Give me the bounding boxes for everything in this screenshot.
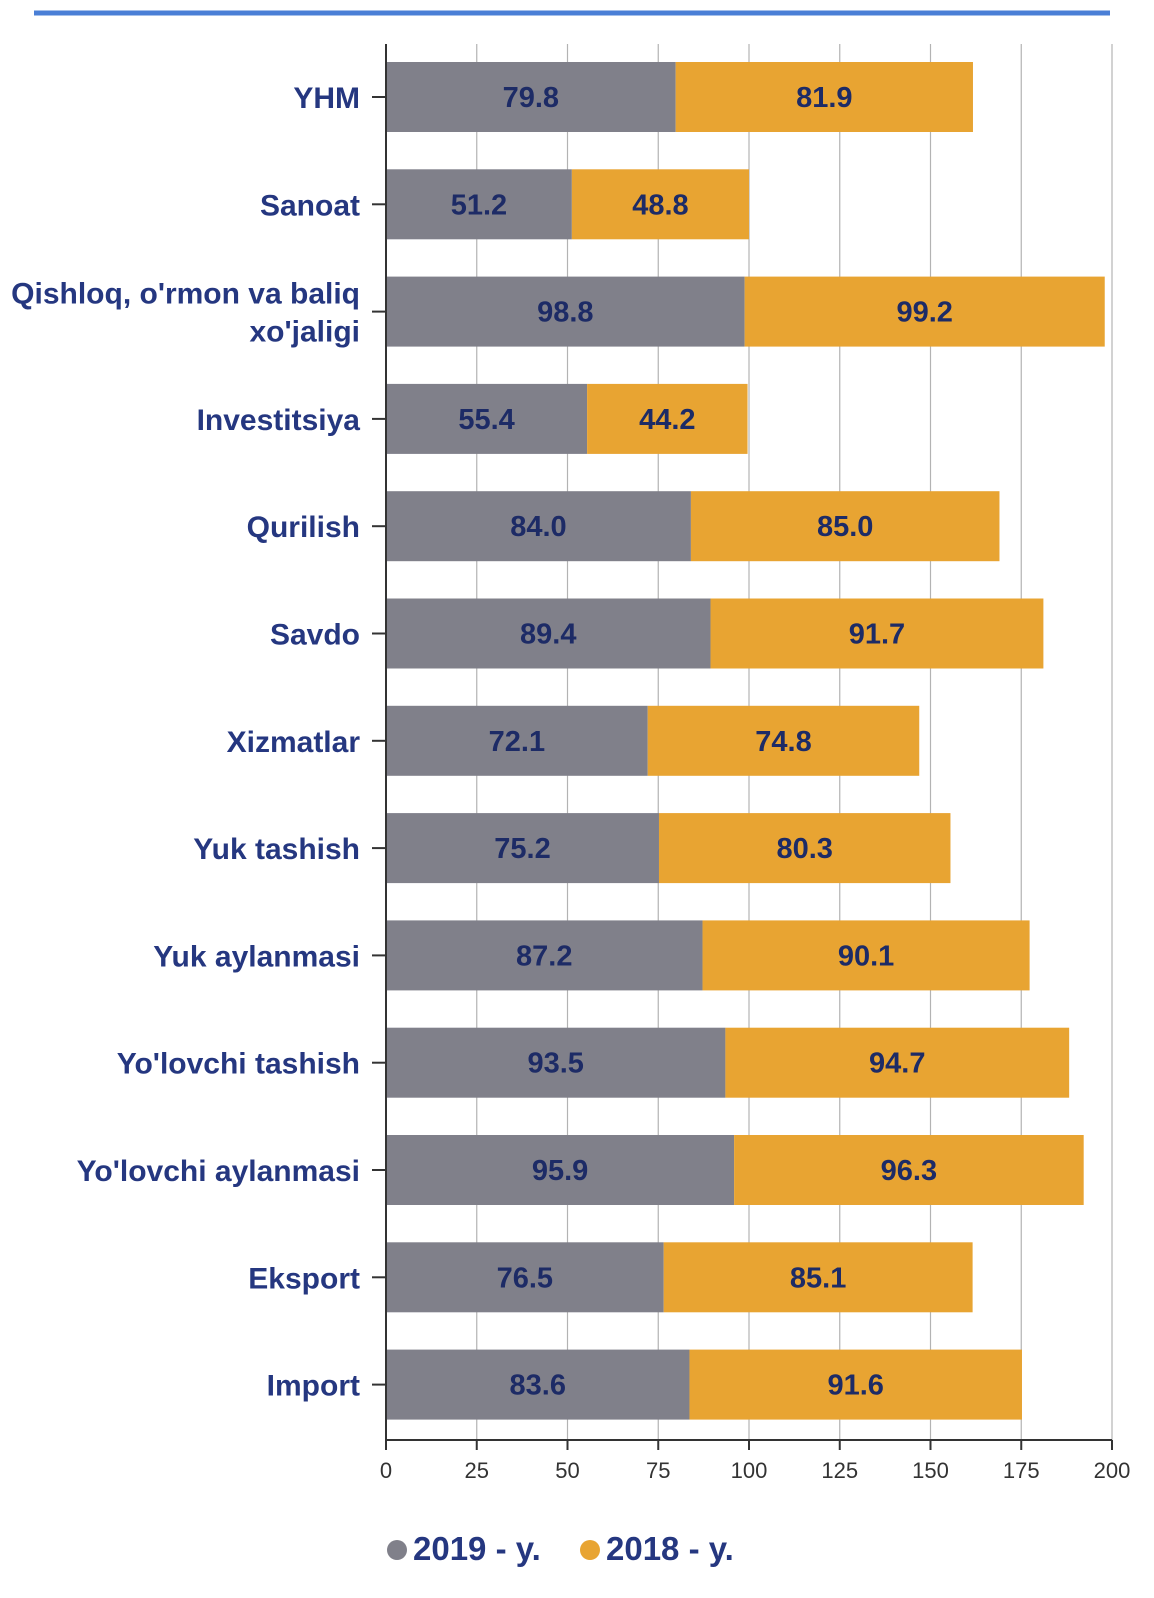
data-label-2019-2: 98.8 — [537, 297, 593, 329]
data-label-2019-10: 95.9 — [532, 1155, 588, 1187]
category-label-12: Import — [267, 1370, 360, 1403]
category-label-5: Savdo — [270, 619, 360, 652]
bar-2018-11 — [663, 1242, 973, 1313]
data-label-2019-6: 72.1 — [489, 726, 545, 758]
x-tick-label-25: 25 — [465, 1458, 489, 1483]
category-label-10: Yo'lovchi aylanmasi — [77, 1155, 360, 1188]
bar-2019-1 — [386, 169, 572, 240]
x-tick-label-75: 75 — [646, 1458, 670, 1483]
bar-2018-5 — [710, 598, 1044, 669]
bar-2019-10 — [386, 1135, 735, 1205]
category-label-3: Investitsiya — [197, 404, 361, 437]
bar-2018-10 — [734, 1135, 1084, 1205]
data-label-2018-11: 85.1 — [790, 1262, 846, 1294]
data-label-2018-5: 91.7 — [849, 619, 905, 651]
data-label-2019-1: 51.2 — [451, 189, 507, 221]
data-label-2019-4: 84.0 — [510, 511, 566, 543]
data-label-2019-5: 89.4 — [520, 619, 576, 651]
x-tick-label-0: 0 — [380, 1458, 392, 1483]
category-label-1: Sanoat — [260, 189, 360, 222]
category-label-11: Eksport — [248, 1262, 360, 1295]
bar-2018-12 — [689, 1349, 1022, 1420]
data-label-2019-7: 75.2 — [494, 833, 550, 865]
legend-marker-2019 — [387, 1540, 407, 1560]
bar-2019-8 — [386, 920, 703, 991]
bars: 79.8 81.9 51.2 48.8 98.8 99.2 55.4 44.2 84.0 85.0… — [386, 62, 1105, 1420]
x-tick-label-175: 175 — [1003, 1458, 1040, 1483]
data-label-2019-8: 87.2 — [516, 940, 572, 972]
data-label-2019-12: 83.6 — [510, 1370, 566, 1402]
category-labels: YHM Sanoat Qishloq, o'rmon va baliq xo'jali… — [11, 82, 360, 1403]
data-label-2018-7: 80.3 — [776, 833, 832, 865]
legend-label-2018: 2018 - y. — [606, 1530, 734, 1567]
data-label-2019-9: 93.5 — [527, 1048, 583, 1080]
data-label-2019-11: 76.5 — [497, 1262, 553, 1294]
category-label-6: Xizmatlar — [227, 726, 361, 759]
bar-2019-5 — [386, 598, 711, 669]
data-label-2019-0: 79.8 — [503, 82, 559, 114]
bar-2019-6 — [386, 705, 648, 776]
x-tick-label-150: 150 — [912, 1458, 949, 1483]
bar-2018-4 — [690, 491, 1000, 562]
bar-2019-4 — [386, 491, 691, 562]
data-label-2018-10: 96.3 — [881, 1155, 937, 1187]
bar-2019-0 — [386, 62, 676, 132]
data-label-2018-12: 91.6 — [827, 1370, 883, 1402]
x-tick-label-100: 100 — [731, 1458, 768, 1483]
bar-2018-6 — [647, 705, 920, 776]
category-label-2-line0: Qishloq, o'rmon va baliq — [11, 278, 360, 311]
bar-2018-3 — [587, 383, 748, 454]
bar-2018-0 — [675, 62, 973, 132]
data-label-2018-0: 81.9 — [796, 82, 852, 114]
category-label-8: Yuk aylanmasi — [153, 940, 360, 973]
bar-2019-3 — [386, 383, 588, 454]
data-label-2018-6: 74.8 — [755, 726, 811, 758]
data-label-2018-3: 44.2 — [639, 404, 695, 436]
bar-2019-12 — [386, 1349, 690, 1420]
data-label-2019-3: 55.4 — [458, 404, 514, 436]
bar-2018-1 — [571, 169, 749, 240]
data-label-2018-1: 48.8 — [632, 189, 688, 221]
bar-2019-7 — [386, 813, 659, 884]
bar-2018-7 — [658, 813, 951, 884]
x-tick-label-50: 50 — [555, 1458, 579, 1483]
data-label-2018-8: 90.1 — [838, 940, 894, 972]
legend-label-2019: 2019 - y. — [413, 1530, 541, 1567]
axes: 0 25 50 75 100 125 150 175 200 — [372, 44, 1130, 1483]
bar-2019-9 — [386, 1027, 726, 1098]
bar-2018-8 — [702, 920, 1030, 991]
bar-2019-11 — [386, 1242, 664, 1313]
legend-marker-2018 — [580, 1540, 600, 1560]
x-tick-label-125: 125 — [821, 1458, 858, 1483]
category-label-7: Yuk tashish — [193, 833, 360, 866]
bar-2018-9 — [725, 1027, 1070, 1098]
x-tick-label-200: 200 — [1094, 1458, 1131, 1483]
data-label-2018-9: 94.7 — [869, 1048, 925, 1080]
data-label-2018-4: 85.0 — [817, 511, 873, 543]
data-label-2018-2: 99.2 — [896, 297, 952, 329]
bar-2019-2 — [386, 276, 745, 347]
category-label-2-line1: xo'jaligi — [250, 316, 361, 349]
category-label-9: Yo'lovchi tashish — [117, 1048, 360, 1081]
category-label-0: YHM — [293, 82, 360, 115]
category-label-4: Qurilish — [247, 511, 360, 544]
legend: 2019 - y. 2018 - y. — [387, 1530, 734, 1567]
bar-2018-2 — [744, 276, 1105, 347]
